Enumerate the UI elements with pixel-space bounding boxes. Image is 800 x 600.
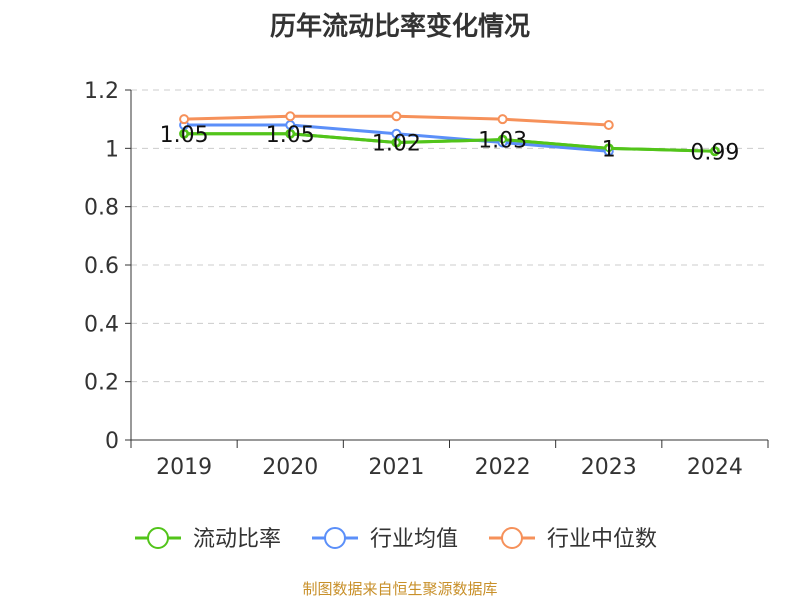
y-tick-label: 0.4 [84, 312, 119, 337]
legend-item[interactable]: 流动比率 [135, 527, 281, 552]
x-tick-label: 2020 [262, 455, 318, 480]
x-tick-label: 2019 [156, 455, 212, 480]
data-label: 1.02 [372, 132, 421, 157]
data-label: 1.05 [266, 123, 315, 148]
source-footer: 制图数据来自恒生聚源数据库 [302, 580, 498, 598]
data-label: 1 [602, 137, 616, 162]
y-tick-label: 0.8 [84, 196, 119, 221]
axis-layer: 0 0.2 0.4 0.6 0.8 1 1.2 2019 2020 2021 2022 2023 202… [84, 79, 769, 480]
data-label-layer: 1.05 1.05 1.02 1.03 1 0.99 [160, 123, 740, 166]
series-layer [179, 111, 720, 157]
x-tick-label: 2023 [581, 455, 637, 480]
x-tick-label: 2022 [475, 455, 531, 480]
y-tick-label: 1.2 [84, 79, 119, 104]
data-point [391, 128, 402, 139]
y-tick-label: 1 [105, 137, 119, 162]
legend-label: 行业均值 [370, 527, 458, 552]
data-label: 1.05 [160, 123, 209, 148]
data-point [391, 111, 402, 122]
data-point [498, 135, 507, 144]
legend-item[interactable]: 行业中位数 [489, 527, 657, 552]
x-tick-label: 2024 [687, 455, 743, 480]
data-point [392, 138, 401, 147]
data-label: 0.99 [690, 140, 739, 165]
legend[interactable]: 流动比率 行业均值 行业中位数 [135, 527, 657, 552]
y-tick-label: 0.2 [84, 371, 119, 396]
legend-item[interactable]: 行业均值 [312, 527, 458, 552]
data-label: 1.03 [478, 129, 527, 154]
legend-marker [147, 527, 169, 549]
data-point [285, 111, 296, 122]
data-point [180, 130, 188, 138]
legend-marker [501, 527, 523, 549]
x-tick-label: 2021 [368, 455, 424, 480]
legend-label: 流动比率 [193, 527, 281, 552]
legend-label: 行业中位数 [547, 527, 657, 552]
data-point [711, 147, 719, 155]
series-line [184, 132, 715, 153]
data-point [179, 114, 190, 125]
chart-title: 历年流动比率变化情况 [269, 12, 530, 42]
data-point [286, 130, 294, 138]
data-point [605, 144, 613, 153]
data-point [603, 120, 614, 130]
data-point [497, 114, 508, 125]
y-tick-label: 0 [105, 429, 119, 454]
y-tick-label: 0.6 [84, 254, 119, 279]
legend-marker [324, 527, 346, 549]
